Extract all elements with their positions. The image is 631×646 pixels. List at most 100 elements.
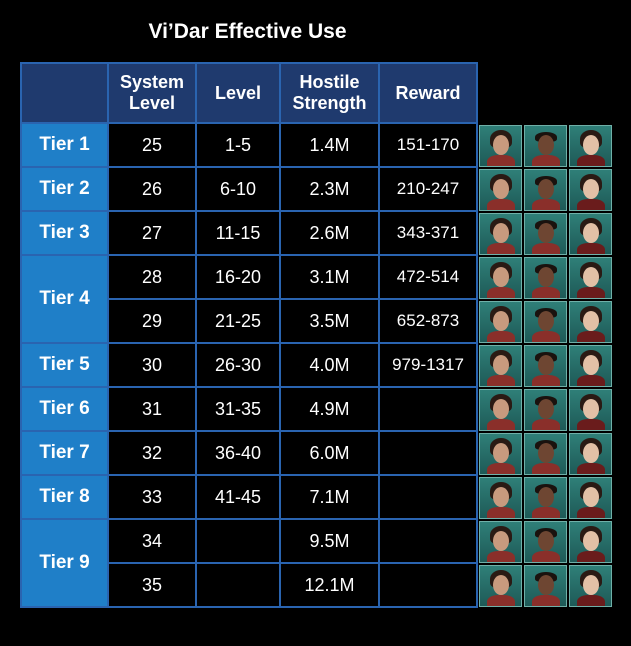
officer-portrait-a [479,565,522,607]
hostile-strength-cell: 9.5M [279,518,380,564]
tier-cell: Tier 3 [20,210,109,256]
reward-cell: 472-514 [378,254,478,300]
officer-portrait-b [524,389,567,431]
system-level-cell: 28 [107,254,197,300]
portrait-row [479,257,612,301]
level-cell: 16-20 [195,254,281,300]
reward-cell: 151-170 [378,122,478,168]
officer-portrait-c [569,433,612,475]
officer-portrait-b [524,521,567,563]
header-tier [20,62,109,124]
system-level-cell: 34 [107,518,197,564]
table-row: Tier 7 32 36-40 6.0M [20,430,478,476]
officer-portrait-a [479,433,522,475]
header-reward: Reward [378,62,478,124]
table-row: 35 12.1M [21,562,478,608]
officer-portrait-c [569,257,612,299]
table-row: Tier 2 26 6-10 2.3M 210-247 [20,166,478,212]
hostile-strength-cell: 4.0M [279,342,380,388]
reward-cell: 652-873 [378,298,478,344]
table-row: Tier 1 25 1-5 1.4M 151-170 [20,122,478,168]
system-level-cell: 25 [107,122,197,168]
officer-portrait-c [569,213,612,255]
officer-portrait-c [569,477,612,519]
portrait-row [479,433,612,477]
officer-portrait-a [479,345,522,387]
officer-portrait-c [569,169,612,211]
tier-cell: Tier 4 [20,254,109,344]
system-level-cell: 35 [107,562,197,608]
level-cell: 11-15 [195,210,281,256]
tier-cell: Tier 9 [20,518,109,608]
officer-portrait-b [524,433,567,475]
header-hostile-strength: Hostile Strength [279,62,380,124]
level-cell: 6-10 [195,166,281,212]
portrait-row [479,389,612,433]
officer-portrait-b [524,169,567,211]
tier-cell: Tier 6 [20,386,109,432]
portrait-row [479,213,612,257]
tier-cell: Tier 1 [20,122,109,168]
page-title: Vi’Dar Effective Use [148,20,347,43]
header-level: Level [195,62,281,124]
level-cell [195,518,281,564]
level-cell: 21-25 [195,298,281,344]
table-row: Tier 8 33 41-45 7.1M [20,474,478,520]
officer-portrait-b [524,345,567,387]
officer-portraits-column [479,125,612,609]
portrait-row [479,125,612,169]
officer-portrait-b [524,125,567,167]
hostile-strength-cell: 3.5M [279,298,380,344]
officer-portrait-a [479,477,522,519]
portrait-row [479,521,612,565]
reward-cell [378,562,478,608]
system-level-cell: 33 [107,474,197,520]
officer-portrait-a [479,125,522,167]
tier-cell: Tier 2 [20,166,109,212]
hostile-strength-cell: 12.1M [279,562,380,608]
hostile-strength-cell: 7.1M [279,474,380,520]
portrait-row [479,301,612,345]
table-row: 29 21-25 3.5M 652-873 [21,298,478,344]
officer-portrait-b [524,213,567,255]
table-header-row: System Level Level Hostile Strength Rewa… [20,62,478,124]
officer-portrait-c [569,125,612,167]
portrait-row [479,565,612,609]
system-level-cell: 29 [107,298,197,344]
officer-portrait-a [479,389,522,431]
hostile-strength-cell: 2.3M [279,166,380,212]
hostile-strength-cell: 6.0M [279,430,380,476]
table-row: Tier 4 28 16-20 3.1M 472-514 [20,254,478,344]
reward-cell [378,518,478,564]
system-level-cell: 30 [107,342,197,388]
reward-cell [378,386,478,432]
tier-cell: Tier 5 [20,342,109,388]
tier-table: System Level Level Hostile Strength Rewa… [20,62,478,608]
hostile-strength-cell: 4.9M [279,386,380,432]
level-cell: 36-40 [195,430,281,476]
hostile-strength-cell: 1.4M [279,122,380,168]
system-level-cell: 26 [107,166,197,212]
portrait-row [479,477,612,521]
table-row: Tier 9 34 9.5M [20,518,478,608]
level-cell: 31-35 [195,386,281,432]
portrait-row [479,345,612,389]
system-level-cell: 27 [107,210,197,256]
header-system-level: System Level [107,62,197,124]
officer-portrait-b [524,301,567,343]
table-row: Tier 5 30 26-30 4.0M 979-1317 [20,342,478,388]
system-level-cell: 31 [107,386,197,432]
hostile-strength-cell: 2.6M [279,210,380,256]
reward-cell: 210-247 [378,166,478,212]
officer-portrait-c [569,301,612,343]
hostile-strength-cell: 3.1M [279,254,380,300]
officer-portrait-b [524,477,567,519]
level-cell: 41-45 [195,474,281,520]
officer-portrait-a [479,169,522,211]
tier-cell: Tier 7 [20,430,109,476]
portrait-row [479,169,612,213]
officer-portrait-b [524,565,567,607]
officer-portrait-c [569,345,612,387]
officer-portrait-a [479,257,522,299]
officer-portrait-a [479,521,522,563]
